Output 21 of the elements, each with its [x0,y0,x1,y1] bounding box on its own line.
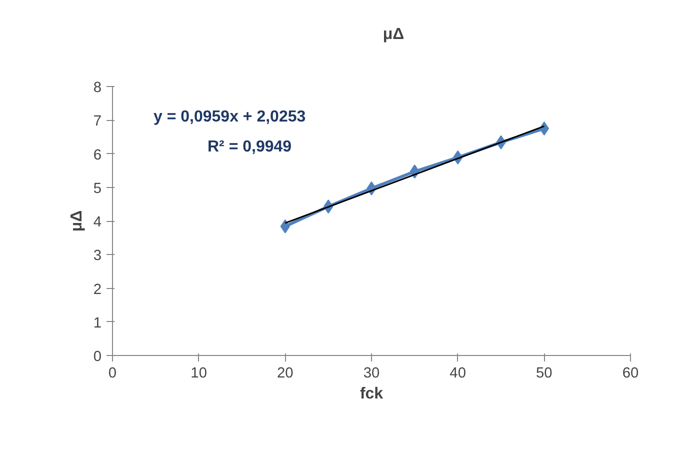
y-tick-label: 5 [93,180,102,197]
x-tick-label: 0 [108,366,117,382]
y-tick-label: 8 [93,80,102,96]
y-tick-label: 6 [93,147,102,164]
x-tick-label: 30 [363,366,380,382]
y-tick-label: 7 [93,114,102,130]
y-tick-label: 0 [93,349,102,365]
y-tick-label: 2 [93,282,102,298]
x-tick-label: 40 [450,366,466,382]
annotation: R² = 0,9949 [208,138,292,156]
y-axis-title: μΔ [68,210,86,232]
x-tick-label: 10 [190,366,207,382]
annotation: y = 0,0959x + 2,0253 [154,108,306,126]
x-tick-label: 20 [277,366,294,382]
y-tick-label: 3 [93,248,102,264]
y-tick-label: 4 [93,214,102,230]
text: μΔ [382,26,404,44]
x-axis-title: fck [360,386,384,402]
x-tick-label: 50 [536,366,552,382]
x-tick-label: 60 [622,366,639,382]
y-tick-label: 1 [93,315,102,332]
